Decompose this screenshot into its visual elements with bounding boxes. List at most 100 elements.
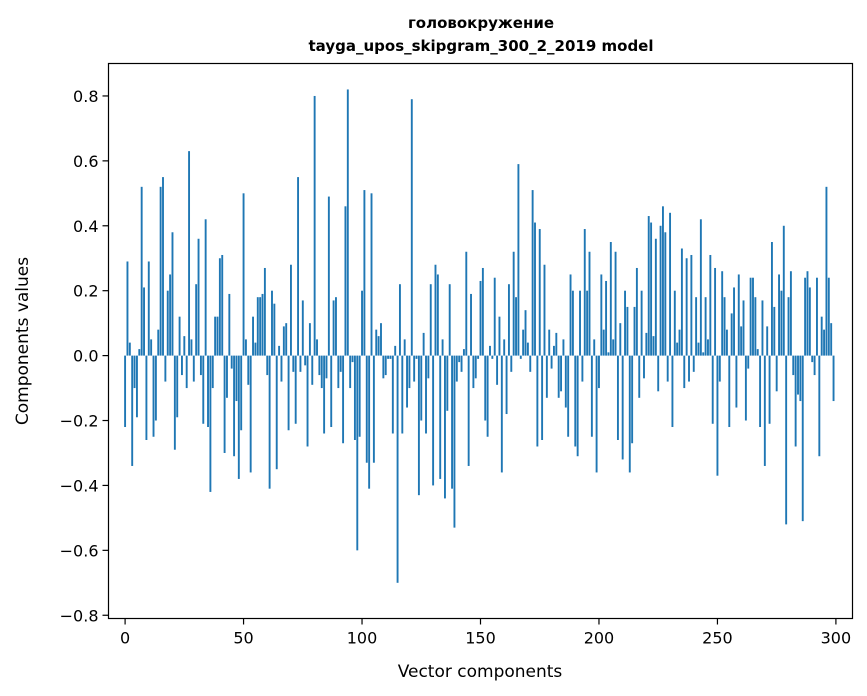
bar bbox=[429, 284, 432, 356]
bar bbox=[470, 293, 472, 356]
bar bbox=[401, 355, 404, 434]
bar bbox=[498, 316, 501, 356]
bar bbox=[503, 339, 506, 356]
bar bbox=[709, 254, 712, 356]
bar bbox=[643, 355, 645, 379]
x-tick-label: 300 bbox=[821, 629, 852, 648]
x-tick-label: 200 bbox=[584, 629, 615, 648]
bar bbox=[778, 274, 780, 356]
bar bbox=[595, 355, 598, 473]
bar bbox=[285, 323, 288, 356]
bar bbox=[128, 342, 131, 356]
bar bbox=[534, 222, 536, 356]
bar bbox=[680, 248, 683, 356]
bar bbox=[425, 355, 427, 434]
bar bbox=[567, 355, 570, 437]
bar bbox=[555, 332, 558, 356]
bar bbox=[304, 355, 307, 366]
bar bbox=[171, 232, 174, 356]
bar bbox=[249, 355, 252, 473]
bar bbox=[794, 355, 797, 447]
bar bbox=[349, 355, 352, 389]
bar bbox=[415, 355, 418, 359]
bar bbox=[432, 355, 435, 486]
bar bbox=[216, 316, 219, 356]
bar bbox=[240, 355, 243, 431]
bar bbox=[806, 271, 809, 356]
bar bbox=[162, 177, 164, 356]
bar bbox=[218, 258, 221, 356]
bar bbox=[316, 339, 318, 356]
bar bbox=[827, 277, 830, 356]
bar bbox=[143, 287, 145, 356]
bar bbox=[609, 242, 612, 356]
bar bbox=[519, 355, 522, 359]
bar bbox=[616, 355, 619, 440]
bar bbox=[190, 339, 193, 356]
bar bbox=[493, 277, 496, 356]
y-tick-label: 0.4 bbox=[73, 217, 98, 236]
bar bbox=[230, 355, 233, 369]
bar bbox=[723, 297, 726, 356]
bar bbox=[664, 232, 667, 356]
bar bbox=[282, 326, 285, 356]
bar bbox=[228, 293, 231, 356]
bar bbox=[759, 355, 762, 428]
bar bbox=[550, 355, 553, 369]
bar bbox=[789, 271, 792, 356]
bar bbox=[659, 225, 662, 356]
x-tick-label: 100 bbox=[347, 629, 378, 648]
bar bbox=[541, 355, 544, 440]
bar bbox=[782, 225, 785, 356]
chart-title: головокружение bbox=[408, 14, 554, 32]
bar bbox=[223, 355, 226, 453]
bar bbox=[268, 355, 271, 489]
bar bbox=[259, 297, 262, 356]
bar bbox=[458, 355, 461, 363]
bar bbox=[747, 355, 750, 369]
bar bbox=[410, 99, 413, 356]
bar bbox=[294, 355, 297, 424]
bar bbox=[226, 355, 228, 398]
bar bbox=[192, 355, 195, 382]
bar bbox=[666, 355, 669, 382]
bar bbox=[403, 339, 406, 356]
bar bbox=[301, 300, 304, 356]
bar bbox=[754, 297, 757, 356]
bar bbox=[740, 326, 743, 356]
bar bbox=[394, 345, 397, 356]
bar bbox=[756, 349, 759, 356]
bar bbox=[439, 355, 442, 479]
bar bbox=[124, 355, 127, 428]
bar bbox=[752, 277, 754, 356]
bar bbox=[135, 355, 138, 418]
bar bbox=[593, 339, 596, 356]
bar bbox=[346, 89, 349, 356]
bar bbox=[332, 300, 335, 356]
y-tick-label: 0.2 bbox=[73, 282, 98, 301]
bar bbox=[688, 355, 690, 382]
bar bbox=[202, 355, 205, 424]
bar bbox=[607, 352, 610, 356]
bar bbox=[372, 355, 375, 463]
bar bbox=[553, 345, 555, 356]
bar bbox=[645, 332, 648, 356]
bar bbox=[612, 339, 615, 356]
bar bbox=[626, 306, 629, 356]
bar bbox=[571, 290, 574, 356]
bar bbox=[557, 355, 560, 398]
bar bbox=[214, 316, 217, 356]
bar bbox=[145, 355, 148, 440]
bar bbox=[398, 284, 401, 356]
bar bbox=[586, 290, 589, 356]
bar bbox=[531, 190, 534, 356]
bar bbox=[635, 267, 638, 356]
bar bbox=[375, 329, 378, 356]
bar bbox=[730, 313, 733, 356]
bar bbox=[832, 355, 835, 402]
bar bbox=[313, 95, 316, 356]
bar bbox=[453, 355, 456, 528]
bar bbox=[275, 355, 278, 470]
bar bbox=[150, 339, 153, 356]
bar bbox=[337, 355, 340, 389]
